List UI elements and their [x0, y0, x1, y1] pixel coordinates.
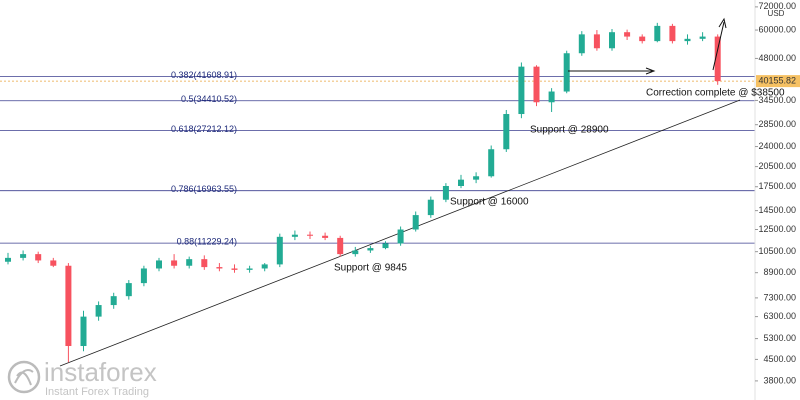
candle-body — [216, 267, 223, 269]
y-tick-label: 28500.00 — [758, 119, 796, 129]
fib-label: 0.5(34410.52) — [181, 94, 237, 104]
y-tick-label: 10500.00 — [758, 246, 796, 256]
candle-body — [65, 265, 72, 347]
candle-body — [352, 250, 359, 255]
candle-body — [95, 305, 102, 317]
candle-body — [20, 254, 27, 258]
candle-body — [624, 32, 631, 37]
candle-body — [140, 268, 147, 284]
plot-area — [0, 76, 755, 244]
y-tick-label: 17500.00 — [758, 181, 796, 191]
candle-body — [382, 243, 389, 249]
y-tick-label: 24000.00 — [758, 141, 796, 151]
arrows — [568, 17, 727, 75]
price-label: 40155.82 — [758, 75, 796, 85]
annotation: Correction complete @ $38500 — [646, 88, 785, 99]
axis-unit: USD — [768, 9, 785, 18]
fib-label: 0.618(27212.12) — [171, 124, 237, 134]
candle-body — [337, 237, 344, 255]
candle-body — [322, 235, 329, 238]
candle-body — [488, 149, 495, 177]
candle-body — [563, 53, 570, 92]
candle-body — [427, 199, 434, 216]
candle-body — [5, 257, 11, 262]
annotation: Support @ 16000 — [450, 197, 529, 208]
y-tick-label: 8900.00 — [763, 267, 796, 277]
candle-body — [684, 38, 691, 42]
fib-label: 0.88(11229.24) — [177, 237, 237, 247]
candle-body — [548, 91, 555, 103]
y-tick-label: 7300.00 — [763, 292, 796, 302]
candle-body — [669, 25, 676, 42]
y-tick-label: 72000.00 — [758, 1, 796, 11]
candle-body — [518, 66, 525, 115]
arrow-head — [645, 67, 656, 75]
y-tick-label: 20500.00 — [758, 161, 796, 171]
annotation: Support @ 9845 — [334, 263, 407, 274]
y-tick-label: 60000.00 — [758, 24, 796, 34]
candle-body — [503, 114, 510, 150]
candle-body — [110, 296, 117, 306]
watermark: instaforex Instant Forex Trading — [7, 357, 157, 398]
arrow-head — [718, 17, 727, 29]
candle-body — [699, 36, 706, 39]
candle-body — [246, 268, 253, 270]
y-tick-label: 34500.00 — [758, 95, 796, 105]
candle-body — [367, 248, 374, 251]
candle-body — [35, 254, 42, 261]
y-tick-label: 14500.00 — [758, 205, 796, 215]
y-tick-label: 6300.00 — [763, 311, 796, 321]
candle-body — [276, 236, 283, 265]
candle-body — [186, 259, 193, 266]
candle-body — [50, 260, 57, 266]
candle-body — [533, 66, 540, 103]
candle-body — [578, 34, 585, 54]
candles — [5, 22, 721, 363]
candle-body — [654, 25, 661, 42]
candle-body — [156, 260, 162, 269]
candle-body — [291, 234, 298, 237]
logo — [7, 360, 41, 394]
candle-body — [458, 179, 464, 186]
y-tick-label: 3800.00 — [763, 375, 796, 385]
candle-body — [442, 185, 449, 200]
y-tick-label: 4500.00 — [763, 354, 796, 364]
y-tick-label: 48000.00 — [758, 53, 796, 63]
candle-body — [171, 260, 178, 266]
y-tick-label: 5300.00 — [763, 333, 796, 343]
logo-mark — [14, 369, 34, 386]
price-tag — [756, 75, 800, 88]
candle-body — [412, 215, 419, 230]
candle-body — [714, 36, 721, 82]
annotation: Support @ 28900 — [530, 125, 609, 136]
candle-body — [397, 229, 404, 244]
arrow — [712, 21, 725, 71]
fib-label: 0.786(16963.55) — [171, 184, 237, 194]
y-tick-label: 12500.00 — [758, 224, 796, 234]
candle-body — [593, 34, 600, 49]
brand: instaforex — [44, 357, 157, 387]
tagline: Instant Forex Trading — [45, 386, 149, 398]
candle-body — [473, 176, 480, 180]
candle-body — [609, 32, 615, 49]
candle-body — [261, 264, 268, 269]
candle-body — [125, 283, 132, 297]
candle-body — [80, 316, 87, 347]
candle-body — [231, 268, 238, 270]
candle-body — [639, 36, 646, 42]
candle-body — [307, 234, 313, 236]
candle-body — [201, 259, 208, 268]
fib-label: 0.382(41608.91) — [171, 70, 237, 80]
